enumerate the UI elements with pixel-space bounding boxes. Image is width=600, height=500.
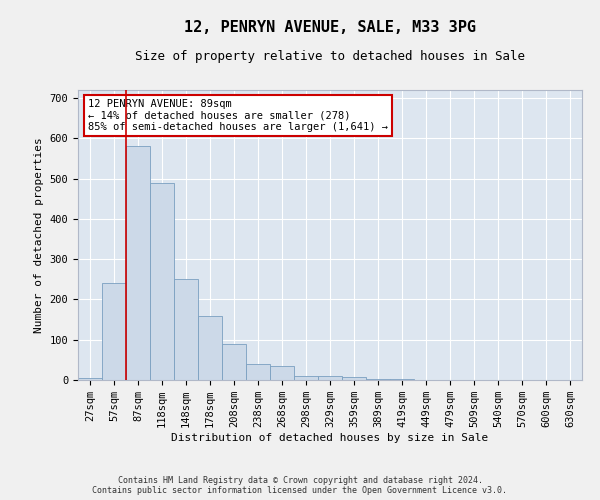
Bar <box>198 316 222 380</box>
Bar <box>366 379 390 380</box>
Bar <box>102 284 126 380</box>
Bar <box>126 146 150 380</box>
Bar <box>342 377 366 380</box>
Bar <box>174 280 198 380</box>
Text: Size of property relative to detached houses in Sale: Size of property relative to detached ho… <box>135 50 525 63</box>
Bar <box>294 376 318 380</box>
Y-axis label: Number of detached properties: Number of detached properties <box>34 137 44 333</box>
X-axis label: Distribution of detached houses by size in Sale: Distribution of detached houses by size … <box>172 433 488 443</box>
Text: Contains HM Land Registry data © Crown copyright and database right 2024.
Contai: Contains HM Land Registry data © Crown c… <box>92 476 508 495</box>
Bar <box>150 182 174 380</box>
Bar <box>318 376 342 380</box>
Text: 12 PENRYN AVENUE: 89sqm
← 14% of detached houses are smaller (278)
85% of semi-d: 12 PENRYN AVENUE: 89sqm ← 14% of detache… <box>88 98 388 132</box>
Bar <box>246 364 270 380</box>
Bar <box>222 344 246 380</box>
Bar <box>270 366 294 380</box>
Text: 12, PENRYN AVENUE, SALE, M33 3PG: 12, PENRYN AVENUE, SALE, M33 3PG <box>184 20 476 35</box>
Bar <box>390 379 414 380</box>
Bar <box>78 378 102 380</box>
